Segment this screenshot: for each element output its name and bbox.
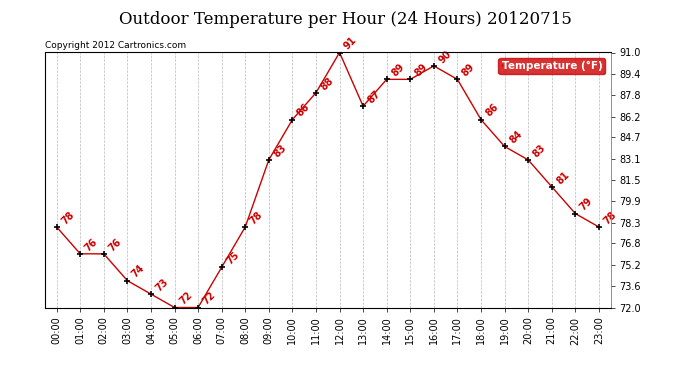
Text: 86: 86 (295, 102, 312, 119)
Text: 91: 91 (342, 35, 359, 52)
Legend: Temperature (°F): Temperature (°F) (498, 58, 605, 74)
Text: 76: 76 (83, 236, 99, 253)
Text: 89: 89 (389, 62, 406, 79)
Text: 78: 78 (248, 210, 265, 226)
Text: 83: 83 (272, 142, 288, 159)
Text: 81: 81 (555, 169, 571, 186)
Text: 88: 88 (319, 75, 335, 92)
Text: 89: 89 (460, 62, 477, 79)
Text: 76: 76 (106, 236, 124, 253)
Text: 78: 78 (602, 210, 618, 226)
Text: 73: 73 (154, 277, 170, 293)
Text: 79: 79 (578, 196, 595, 213)
Text: 84: 84 (507, 129, 524, 146)
Text: 90: 90 (437, 48, 453, 65)
Text: 87: 87 (366, 89, 382, 105)
Text: 78: 78 (59, 210, 76, 226)
Text: 86: 86 (484, 102, 500, 119)
Text: Outdoor Temperature per Hour (24 Hours) 20120715: Outdoor Temperature per Hour (24 Hours) … (119, 11, 571, 28)
Text: 75: 75 (224, 250, 241, 267)
Text: 89: 89 (413, 62, 430, 79)
Text: 74: 74 (130, 263, 147, 280)
Text: 72: 72 (177, 290, 194, 307)
Text: 72: 72 (201, 290, 217, 307)
Text: 83: 83 (531, 142, 548, 159)
Text: Copyright 2012 Cartronics.com: Copyright 2012 Cartronics.com (45, 41, 186, 50)
